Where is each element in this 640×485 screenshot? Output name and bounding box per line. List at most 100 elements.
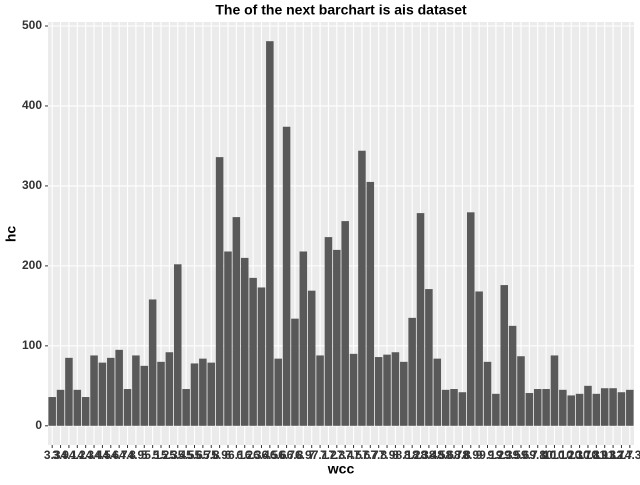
bar (56, 389, 65, 426)
bar (450, 389, 458, 426)
bar (475, 291, 483, 426)
bar (140, 365, 149, 426)
bar (132, 355, 140, 426)
bar (466, 212, 475, 426)
x-tick-label: 4.8 (119, 448, 136, 462)
bar (408, 317, 416, 426)
x-tick-label: 8.7 (446, 448, 463, 462)
bar (500, 285, 509, 426)
x-tick-label: 4.2 (69, 448, 86, 462)
bar (165, 352, 174, 426)
x-tick-label: 10.1 (543, 448, 567, 462)
bar (617, 392, 626, 426)
x-tick-label: 4.9 (128, 448, 145, 462)
bar (626, 389, 634, 426)
bar (324, 237, 333, 426)
x-tick-label: 6 (225, 448, 232, 462)
bar (400, 361, 408, 426)
x-tick-label: 6.8 (287, 448, 304, 462)
bar (282, 126, 291, 426)
x-tick-label: 9 (476, 448, 483, 462)
bar (383, 354, 391, 426)
x-tick-label: 8.8 (454, 448, 471, 462)
bar (232, 217, 241, 426)
x-tick-label: 7.4 (337, 448, 354, 462)
x-tick-label: 9.8 (529, 448, 546, 462)
x-tick-label: 6.2 (236, 448, 253, 462)
x-tick-label: 10.7 (568, 448, 592, 462)
x-tick-label: 8 (392, 448, 399, 462)
y-axis-label: hc (3, 226, 19, 243)
x-tick-label: 10.3 (560, 448, 584, 462)
x-tick-label: 7.6 (354, 448, 371, 462)
bar (291, 318, 299, 426)
bar (425, 289, 433, 426)
x-tick-label: 8.5 (429, 448, 446, 462)
bar (157, 361, 165, 426)
x-tick-label: 7.5 (345, 448, 362, 462)
y-tick-label: 400 (22, 98, 42, 112)
x-tick-label: 10.8 (576, 448, 600, 462)
x-tick-label: 7.8 (370, 448, 387, 462)
bar (341, 221, 349, 426)
bar (584, 385, 592, 426)
x-tick-label: 8.4 (421, 448, 438, 462)
bar (533, 389, 542, 426)
y-tick-label: 0 (35, 418, 42, 432)
bar (107, 357, 115, 426)
bar (333, 249, 341, 426)
x-tick-label: 8.9 (462, 448, 479, 462)
x-tick-label: 9.6 (513, 448, 530, 462)
bar (240, 257, 249, 426)
y-tick-label: 100 (22, 338, 42, 352)
bar (492, 393, 500, 426)
bar (416, 213, 425, 426)
bar (199, 358, 207, 426)
x-tick-label: 10 (539, 448, 553, 462)
x-tick-label: 7.3 (328, 448, 345, 462)
y-tick-label: 200 (22, 258, 42, 272)
x-tick-label: 7.1 (312, 448, 329, 462)
bar (307, 290, 316, 426)
x-tick-label: 6.1 (228, 448, 245, 462)
bar (274, 358, 282, 426)
chart-title: The of the next barchart is ais dataset (215, 2, 467, 18)
x-tick-label: 9.1 (479, 448, 496, 462)
bar (73, 389, 82, 426)
bar (483, 361, 492, 426)
x-tick-label: 4.3 (77, 448, 94, 462)
x-tick-label: 9.2 (488, 448, 505, 462)
bar (123, 389, 132, 426)
x-tick-label: 6.5 (261, 448, 278, 462)
x-tick-label: 4.7 (111, 448, 128, 462)
x-tick-label: 10.9 (585, 448, 609, 462)
bar (458, 392, 467, 426)
x-tick-label: 9.3 (496, 448, 513, 462)
bar (609, 388, 617, 426)
x-tick-label: 4.1 (61, 448, 78, 462)
x-axis-label: wcc (327, 461, 355, 477)
bar (115, 349, 123, 426)
x-tick-label: 7.7 (362, 448, 379, 462)
bar (90, 355, 98, 426)
bar (559, 389, 567, 426)
x-tick-label: 14.3 (618, 448, 640, 462)
x-tick-label: 4.4 (86, 448, 103, 462)
bar (508, 325, 517, 426)
bar (391, 352, 400, 426)
bar (266, 41, 274, 426)
bar (190, 363, 199, 426)
y-tick-label: 500 (22, 18, 42, 32)
x-tick-label: 5.2 (153, 448, 170, 462)
x-tick-label: 3.9 (52, 448, 69, 462)
bar (567, 395, 575, 426)
bar (575, 393, 584, 426)
bar (215, 157, 224, 426)
x-tick-label: 7 (308, 448, 315, 462)
bar (182, 389, 190, 426)
x-tick-label: 9.5 (504, 448, 521, 462)
x-tick-label: 6.9 (295, 448, 312, 462)
bar (257, 287, 266, 426)
bar (224, 251, 232, 426)
